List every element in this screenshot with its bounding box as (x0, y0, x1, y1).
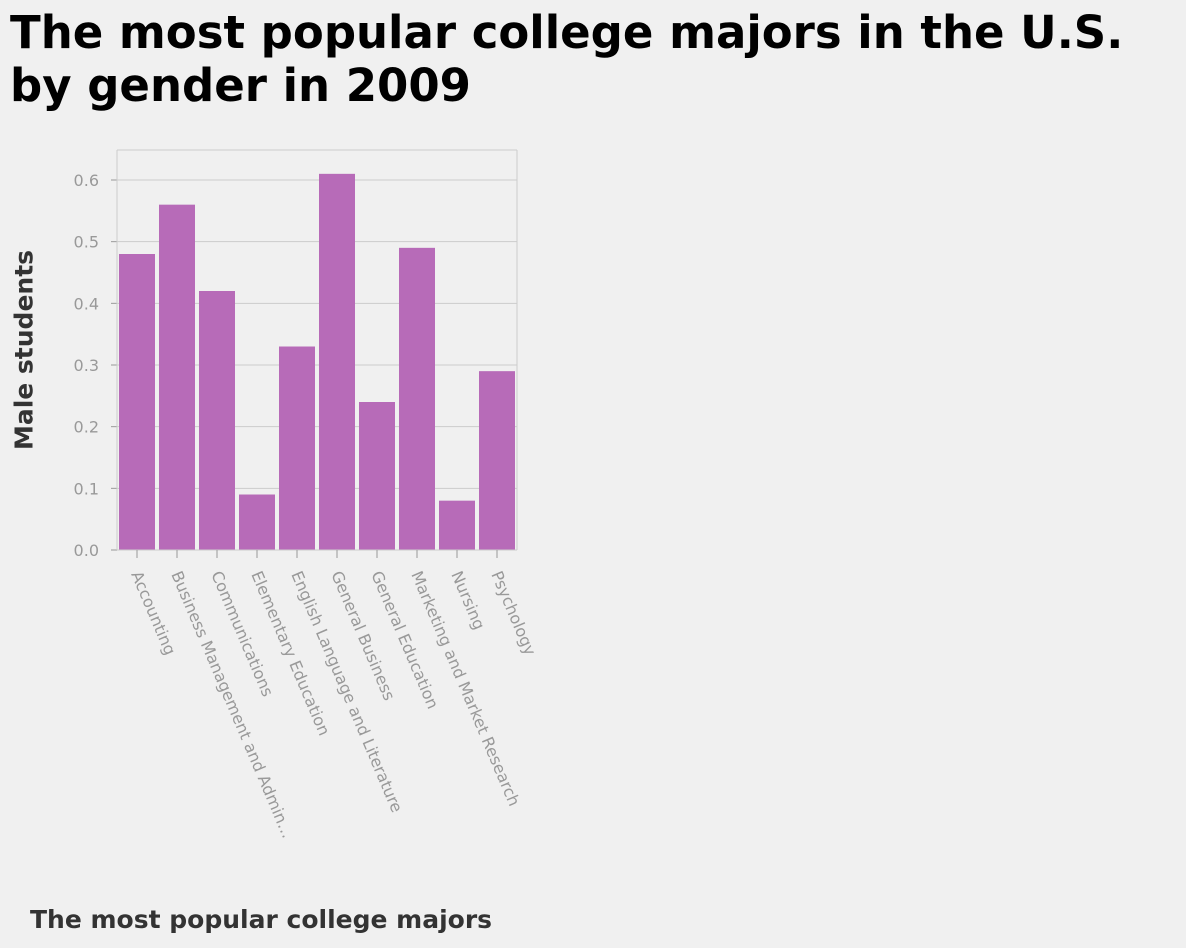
bar (479, 371, 515, 550)
bar (439, 500, 475, 550)
bar (239, 494, 275, 550)
y-tick-label: 0.1 (74, 479, 99, 498)
x-tick-label: Nursing (447, 568, 489, 632)
x-axis-label: The most popular college majors (30, 905, 493, 934)
bar (119, 254, 155, 550)
y-tick-label: 0.6 (74, 171, 99, 190)
chart-title: The most popular college majors in the U… (10, 6, 1124, 112)
y-tick-label: 0.4 (74, 294, 99, 313)
bar (319, 173, 355, 551)
bar (359, 402, 395, 550)
y-tick-label: 0.5 (74, 233, 99, 252)
bar (279, 346, 315, 550)
x-tick-label: Psychology (487, 568, 540, 658)
y-tick-label: 0.3 (74, 356, 99, 375)
bar (199, 291, 235, 550)
bar (159, 204, 195, 550)
y-tick-label: 0.2 (74, 418, 99, 437)
bar (399, 247, 435, 551)
y-tick-label: 0.0 (74, 541, 99, 560)
